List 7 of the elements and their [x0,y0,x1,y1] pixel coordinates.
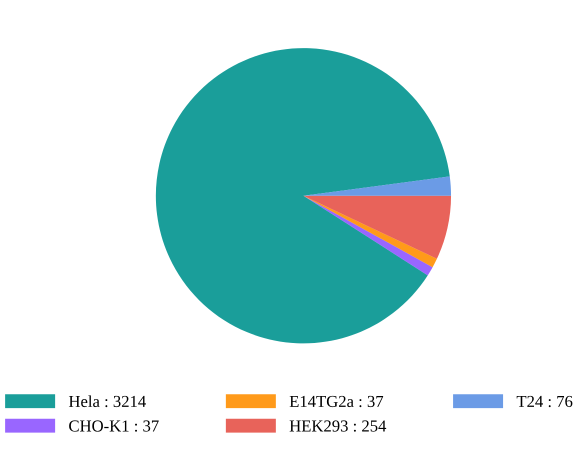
legend-label: CHO-K1 : 37 [69,420,159,432]
legend-label: E14TG2a : 37 [290,396,384,408]
legend-label: Hela : 3214 [68,395,146,408]
legend-label: HEK293 : 254 [290,420,386,432]
pie-slice [303,196,452,259]
pie-slice [156,48,450,344]
legend-label: T24 : 76 [516,396,572,408]
